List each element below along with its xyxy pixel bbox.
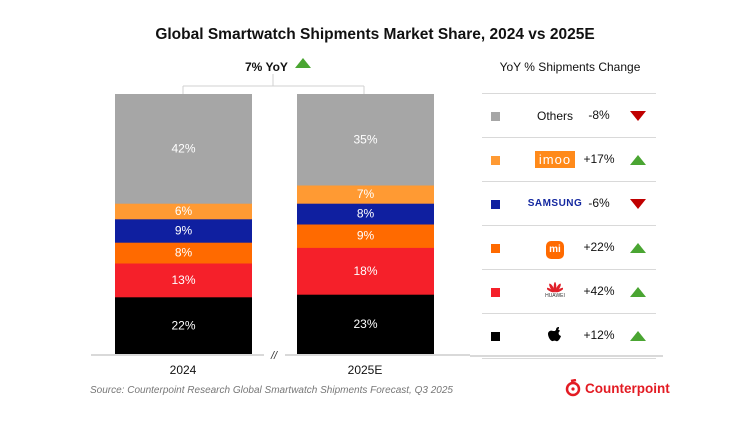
triangle-up-icon xyxy=(295,58,312,68)
legend-row-others: Others -8% xyxy=(482,93,656,138)
source-note: Source: Counterpoint Research Global Sma… xyxy=(90,385,453,396)
data-label: 13% xyxy=(171,273,195,287)
legend-row-xiaomi: mi +22% xyxy=(482,225,656,270)
imoo-logo: imoo xyxy=(520,150,590,170)
bar-segment-imoo-2024 xyxy=(115,203,252,220)
bar-segment-samsung-2025e xyxy=(297,203,434,225)
data-label: 9% xyxy=(175,224,193,238)
triangle-up-icon xyxy=(630,155,646,165)
legend-row-imoo: imoo +17% xyxy=(482,137,656,182)
legend-title: YoY % Shipments Change xyxy=(499,60,641,74)
legend-swatch xyxy=(491,332,500,341)
bar-segment-apple-2024 xyxy=(115,296,252,355)
yoy-change-value: -6% xyxy=(588,196,610,210)
samsung-logo: SAMSUNG xyxy=(527,198,583,209)
stacked-bar-chart: 22% 13% 8% 9% 6% 42% 23% 18% 9% 8% 7% 35% // xyxy=(91,74,470,362)
x-tick-label: 2024 xyxy=(169,363,197,377)
legend-row-samsung: SAMSUNG -6% xyxy=(482,181,656,226)
xiaomi-logo: mi xyxy=(520,238,590,259)
x-tick-label: 2025E xyxy=(347,363,383,377)
yoy-text: 7% YoY xyxy=(245,60,288,74)
bar-segment-others-2024 xyxy=(115,94,252,204)
apple-logo xyxy=(520,326,590,346)
data-label: 22% xyxy=(171,318,195,332)
legend-swatch xyxy=(491,112,500,121)
bar-segment-xiaomi-2025e xyxy=(297,224,434,248)
triangle-up-icon xyxy=(630,243,646,253)
bar-segment-imoo-2025e xyxy=(297,185,434,204)
data-label: 8% xyxy=(357,207,375,221)
legend-row-huawei: HUAWEI +42% xyxy=(482,269,656,314)
bar-segment-huawei-2025e xyxy=(297,247,434,295)
data-label: 35% xyxy=(353,133,377,147)
huawei-logo: HUAWEI xyxy=(520,282,590,302)
counterpoint-logo: Counterpoint xyxy=(565,379,670,397)
yoy-annotation: 7% YoY xyxy=(220,58,312,74)
others-logo: Others xyxy=(536,109,573,123)
data-label: 42% xyxy=(171,142,195,156)
legend-swatch xyxy=(491,288,500,297)
triangle-down-icon xyxy=(630,111,646,121)
counterpoint-icon xyxy=(565,379,581,397)
legend-swatch xyxy=(491,200,500,209)
legend-swatch xyxy=(491,244,500,253)
triangle-up-icon xyxy=(630,331,646,341)
data-label: 8% xyxy=(175,246,193,260)
data-label: 9% xyxy=(357,229,375,243)
bar-segment-apple-2025e xyxy=(297,294,434,355)
axis-break: // xyxy=(270,350,278,362)
yoy-change-value: +42% xyxy=(583,284,615,298)
triangle-up-icon xyxy=(630,287,646,297)
yoy-change-value: +17% xyxy=(583,152,615,166)
triangle-down-icon xyxy=(630,199,646,209)
bar-segment-others-2025e xyxy=(297,94,434,186)
data-label: 23% xyxy=(353,317,377,331)
yoy-bracket xyxy=(182,74,365,94)
chart-title: Global Smartwatch Shipments Market Share… xyxy=(155,26,595,43)
data-label: 6% xyxy=(175,204,193,218)
legend-row-apple: +12% xyxy=(482,313,656,359)
yoy-change-value: +12% xyxy=(583,328,615,342)
data-label: 7% xyxy=(357,187,375,201)
bar-segment-samsung-2024 xyxy=(115,218,252,243)
brand-text: Counterpoint xyxy=(585,380,670,396)
yoy-change-value: +22% xyxy=(583,240,615,254)
bar-segment-huawei-2024 xyxy=(115,263,252,298)
legend-swatch xyxy=(491,156,500,165)
data-label: 18% xyxy=(353,264,377,278)
baseline-ext xyxy=(470,355,663,357)
bar-segment-xiaomi-2024 xyxy=(115,242,252,264)
yoy-change-value: -8% xyxy=(588,108,610,122)
